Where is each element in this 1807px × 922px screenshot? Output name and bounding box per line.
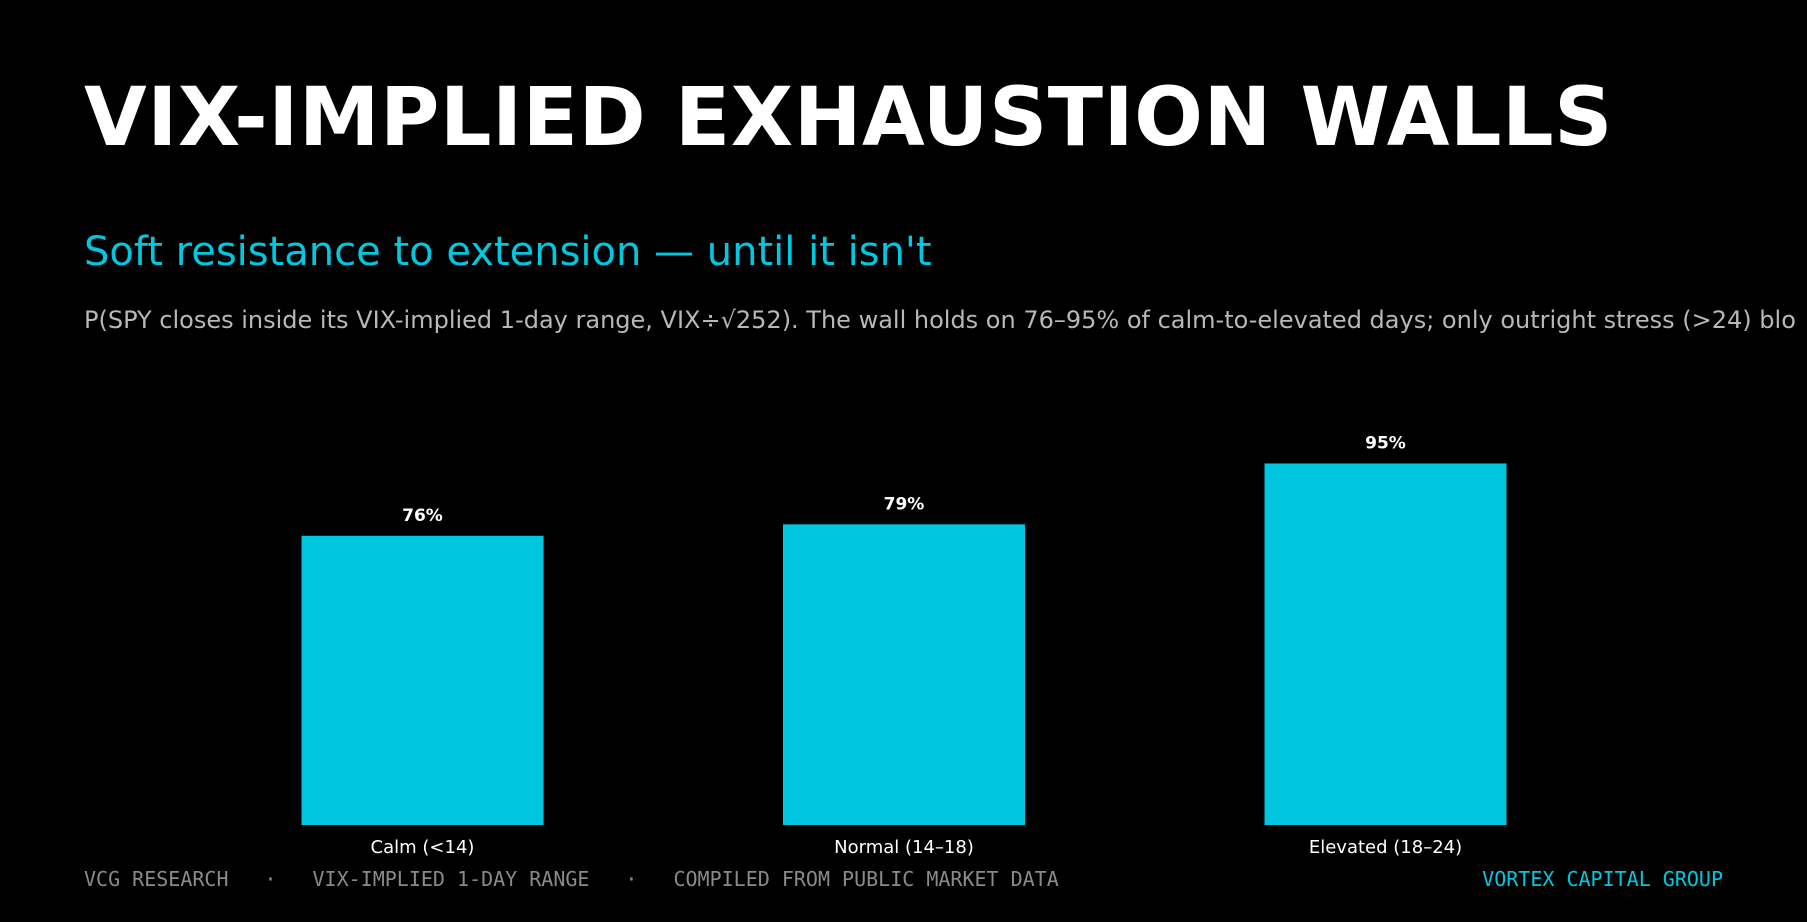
footer-separator: ·	[264, 867, 277, 891]
x-tick-label: Normal (14–18)	[834, 837, 974, 858]
page-title: VIX-IMPLIED EXHAUSTION WALLS	[84, 71, 1613, 165]
footer-item-source: COMPILED FROM PUBLIC MARKET DATA	[673, 867, 1059, 891]
x-tick-label: Elevated (18–24)	[1309, 837, 1462, 858]
footer-brand: VORTEX CAPITAL GROUP	[1482, 867, 1723, 891]
footer-item-research: VCG RESEARCH	[84, 867, 229, 891]
bar	[301, 535, 544, 825]
data-label: 79%	[884, 494, 925, 514]
page-subtitle: Soft resistance to extension — until it …	[84, 229, 932, 275]
chart-description: P(SPY closes inside its VIX-implied 1-da…	[84, 306, 1796, 334]
footer-item-method: VIX-IMPLIED 1-DAY RANGE	[312, 867, 590, 891]
footer-credits: VCG RESEARCH · VIX-IMPLIED 1-DAY RANGE · COM…	[84, 866, 1059, 892]
x-tick-label: Calm (<14)	[371, 837, 475, 858]
data-label: 95%	[1365, 433, 1406, 453]
bar	[783, 524, 1025, 825]
footer-separator: ·	[625, 867, 638, 891]
bar	[1264, 463, 1507, 825]
data-label: 76%	[402, 506, 443, 526]
